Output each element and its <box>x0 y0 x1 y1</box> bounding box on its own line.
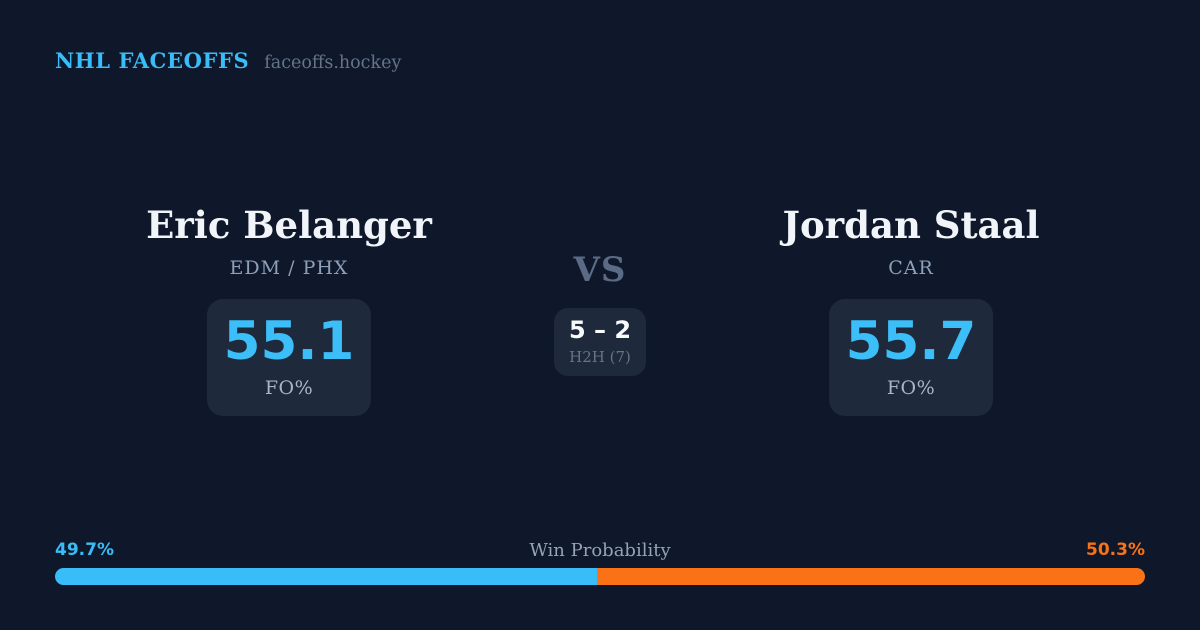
h2h-label: H2H (7) <box>569 348 631 367</box>
player-right-name: Jordan Staal <box>782 203 1040 247</box>
player-right-teams: CAR <box>888 256 934 279</box>
h2h-score: 5 – 2 <box>568 316 632 345</box>
player-right-column: Jordan Staal CAR 55.7 FO% <box>751 204 1071 416</box>
player-left-fo-label: FO% <box>264 377 314 400</box>
player-left-fo-value: 55.1 <box>223 311 355 373</box>
player-right-stat-card: 55.7 FO% <box>829 298 993 416</box>
win-probability-title: Win Probability <box>529 540 671 561</box>
vs-label: VS <box>573 250 627 290</box>
brand-title: NHL FACEOFFS <box>55 48 250 73</box>
versus-column: VS 5 – 2 H2H (7) <box>540 250 660 377</box>
win-probability-left-pct: 49.7% <box>55 540 114 560</box>
player-left-column: Eric Belanger EDM / PHX 55.1 FO% <box>129 204 449 416</box>
player-right-fo-value: 55.7 <box>845 311 977 373</box>
win-probability-bar-right-segment <box>596 568 1145 585</box>
player-right-fo-label: FO% <box>886 377 936 400</box>
site-url: faceoffs.hockey <box>264 53 402 73</box>
header: NHL FACEOFFS faceoffs.hockey <box>55 48 401 73</box>
h2h-card: 5 – 2 H2H (7) <box>554 308 646 377</box>
player-left-stat-card: 55.1 FO% <box>207 298 371 416</box>
player-left-name: Eric Belanger <box>146 203 432 247</box>
win-probability-labels: 49.7% Win Probability 50.3% <box>55 540 1145 564</box>
win-probability-right-pct: 50.3% <box>1086 540 1145 560</box>
player-left-teams: EDM / PHX <box>229 256 349 279</box>
win-probability-bar <box>55 568 1145 585</box>
win-probability-bar-left-segment <box>55 568 597 585</box>
